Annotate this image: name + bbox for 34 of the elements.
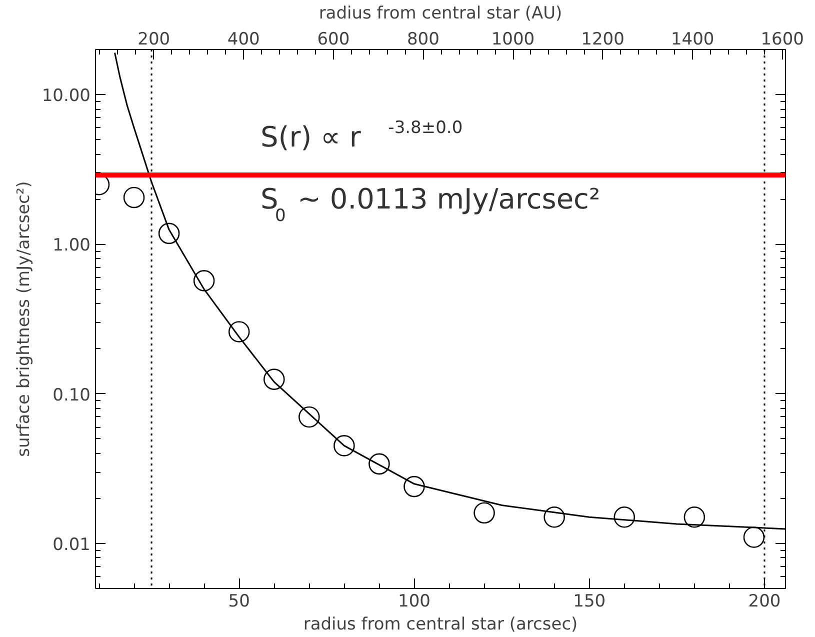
x2-tick-label: 600 [317, 30, 350, 50]
x-tick-label: 50 [228, 592, 250, 612]
point [684, 506, 706, 528]
annotation: S(r) ∝ r -3.8±0.0 [260, 118, 463, 154]
x2-tick-label: 1000 [491, 30, 535, 50]
point [298, 406, 320, 428]
x2-tick-label: 200 [138, 30, 170, 50]
y-tick-label: 0.01 [52, 534, 91, 555]
x-tick-label: 100 [398, 592, 430, 612]
point [123, 186, 145, 208]
point [263, 368, 285, 390]
point [368, 453, 390, 475]
point [474, 502, 495, 524]
x-tick-label: 150 [573, 592, 606, 612]
point [614, 506, 636, 528]
y-tick-label: 1.00 [52, 236, 91, 256]
x2-tick-label: 1600 [760, 30, 804, 50]
point [228, 321, 250, 342]
x-axis-title: radius from central star (arcsec) [303, 614, 578, 634]
x2-axis-title: radius from central star (AU) [318, 4, 562, 24]
y-tick-label: 10.00 [42, 86, 91, 106]
x2-tick-label: 400 [227, 30, 260, 50]
point [193, 270, 215, 292]
point [158, 222, 180, 244]
y-axis-title: surface brightness (mJy/arcsec²) [14, 181, 34, 457]
point [404, 476, 425, 498]
x2-tick-label: 1400 [670, 30, 714, 50]
x-tick-label: 200 [748, 592, 781, 612]
y-tick-label: 0.10 [52, 385, 91, 406]
point [743, 526, 765, 548]
x2-tick-label: 800 [406, 30, 440, 50]
point [334, 435, 355, 456]
x2-tick-label: 1200 [581, 30, 624, 50]
point [544, 506, 565, 528]
